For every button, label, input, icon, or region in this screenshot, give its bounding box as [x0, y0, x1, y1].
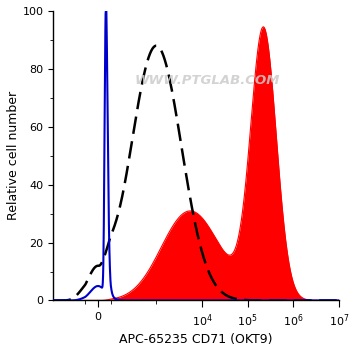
- Text: WWW.PTGLAB.COM: WWW.PTGLAB.COM: [135, 74, 280, 87]
- Y-axis label: Relative cell number: Relative cell number: [7, 91, 20, 220]
- X-axis label: APC-65235 CD71 (OKT9): APC-65235 CD71 (OKT9): [119, 333, 273, 346]
